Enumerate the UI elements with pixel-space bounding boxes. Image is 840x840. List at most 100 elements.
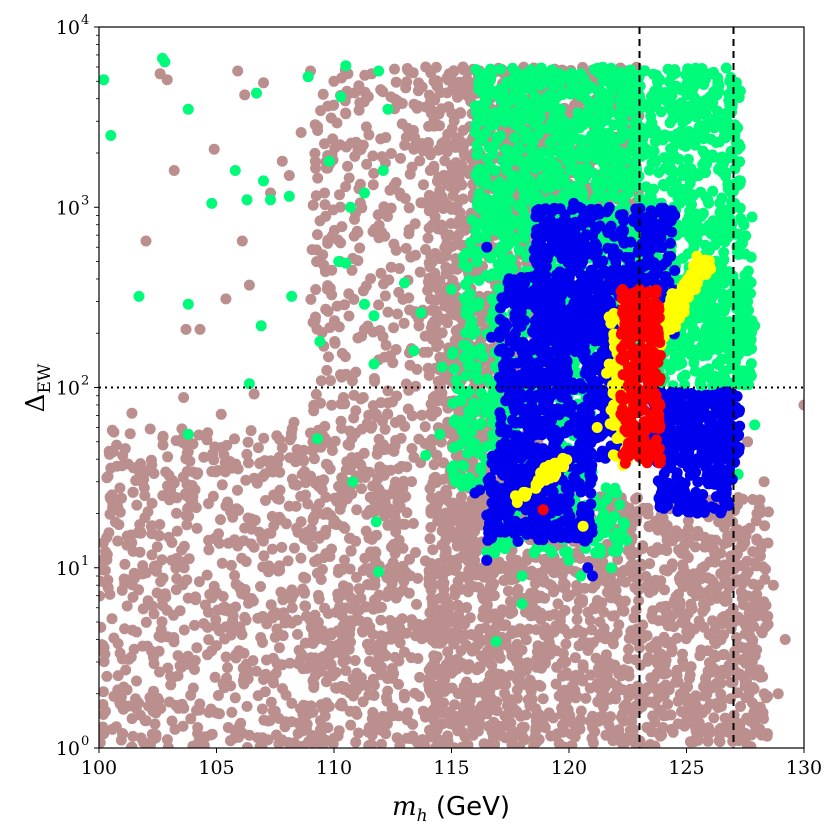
data-point [449, 532, 461, 544]
data-point [423, 89, 435, 101]
data-point [400, 131, 412, 143]
data-point [114, 482, 126, 494]
data-point [180, 510, 192, 522]
data-point [213, 528, 224, 540]
data-point [710, 678, 722, 690]
data-point [382, 385, 394, 397]
data-point [366, 713, 378, 725]
data-point [507, 562, 519, 574]
data-point [420, 101, 432, 113]
data-point [181, 519, 193, 531]
data-point [359, 323, 370, 335]
data-point [106, 489, 118, 501]
data-point [323, 701, 335, 712]
data-point [453, 553, 465, 565]
data-point [276, 155, 288, 167]
data-point [406, 476, 418, 488]
data-point [403, 202, 415, 214]
data-point [171, 525, 183, 537]
data-point [162, 662, 174, 674]
data-point [99, 686, 109, 698]
data-point [99, 621, 107, 633]
data-point [182, 446, 194, 458]
data-point [455, 107, 467, 119]
data-point [486, 590, 498, 602]
data-point [756, 599, 768, 611]
data-point [484, 653, 496, 665]
data-point [131, 499, 143, 511]
data-point [644, 558, 656, 570]
data-point [220, 500, 232, 512]
data-point [327, 738, 339, 748]
data-point [375, 614, 387, 626]
data-point [153, 645, 165, 657]
data-point [265, 696, 277, 708]
data-point [725, 660, 737, 672]
data-point [168, 165, 180, 176]
data-point [280, 689, 292, 701]
data-point [355, 393, 367, 405]
data-point [671, 664, 683, 676]
data-point [461, 602, 473, 613]
data-point [606, 610, 618, 622]
data-point [652, 692, 664, 704]
data-point [692, 728, 704, 740]
data-point [258, 550, 270, 562]
data-point [405, 251, 417, 263]
data-point [230, 458, 242, 470]
data-point [367, 150, 379, 162]
data-point [535, 590, 547, 602]
data-point [346, 264, 358, 276]
data-point [434, 735, 446, 746]
data-point [708, 712, 720, 724]
data-point [230, 601, 242, 613]
data-point [423, 222, 435, 234]
data-point [99, 648, 111, 660]
data-point [142, 465, 154, 477]
data-point [305, 470, 317, 482]
data-point [684, 673, 695, 684]
data-point [464, 692, 476, 704]
data-point [175, 661, 187, 673]
data-point [401, 507, 413, 519]
data-point [443, 101, 455, 113]
data-point [511, 684, 523, 696]
data-point [248, 541, 260, 553]
data-point [425, 558, 437, 569]
data-point [575, 705, 587, 717]
data-point [375, 267, 387, 279]
data-point [408, 451, 420, 463]
data-point [300, 572, 312, 584]
data-point [737, 493, 749, 505]
data-point [349, 655, 361, 666]
data-point [624, 705, 636, 717]
data-point [262, 734, 274, 746]
data-point [457, 124, 469, 136]
data-point [157, 593, 168, 605]
data-point [399, 420, 411, 432]
data-point [435, 559, 447, 571]
data-point [385, 261, 397, 273]
data-point [564, 589, 575, 601]
data-point [354, 178, 366, 190]
data-point [182, 650, 194, 662]
data-point [364, 644, 376, 656]
data-point [291, 479, 303, 491]
data-point [216, 479, 228, 491]
data-point [422, 232, 434, 244]
data-point [663, 684, 675, 696]
data-point [556, 686, 568, 698]
data-point [453, 76, 465, 88]
data-point [261, 618, 273, 630]
data-point [605, 677, 617, 689]
data-point [127, 486, 139, 498]
data-point [547, 712, 559, 724]
data-point [380, 339, 392, 351]
data-point [416, 81, 428, 93]
data-point [631, 492, 643, 504]
data-point [573, 640, 585, 652]
data-point [395, 152, 406, 164]
data-point [236, 235, 248, 247]
data-point [558, 623, 570, 635]
data-point [103, 527, 115, 539]
